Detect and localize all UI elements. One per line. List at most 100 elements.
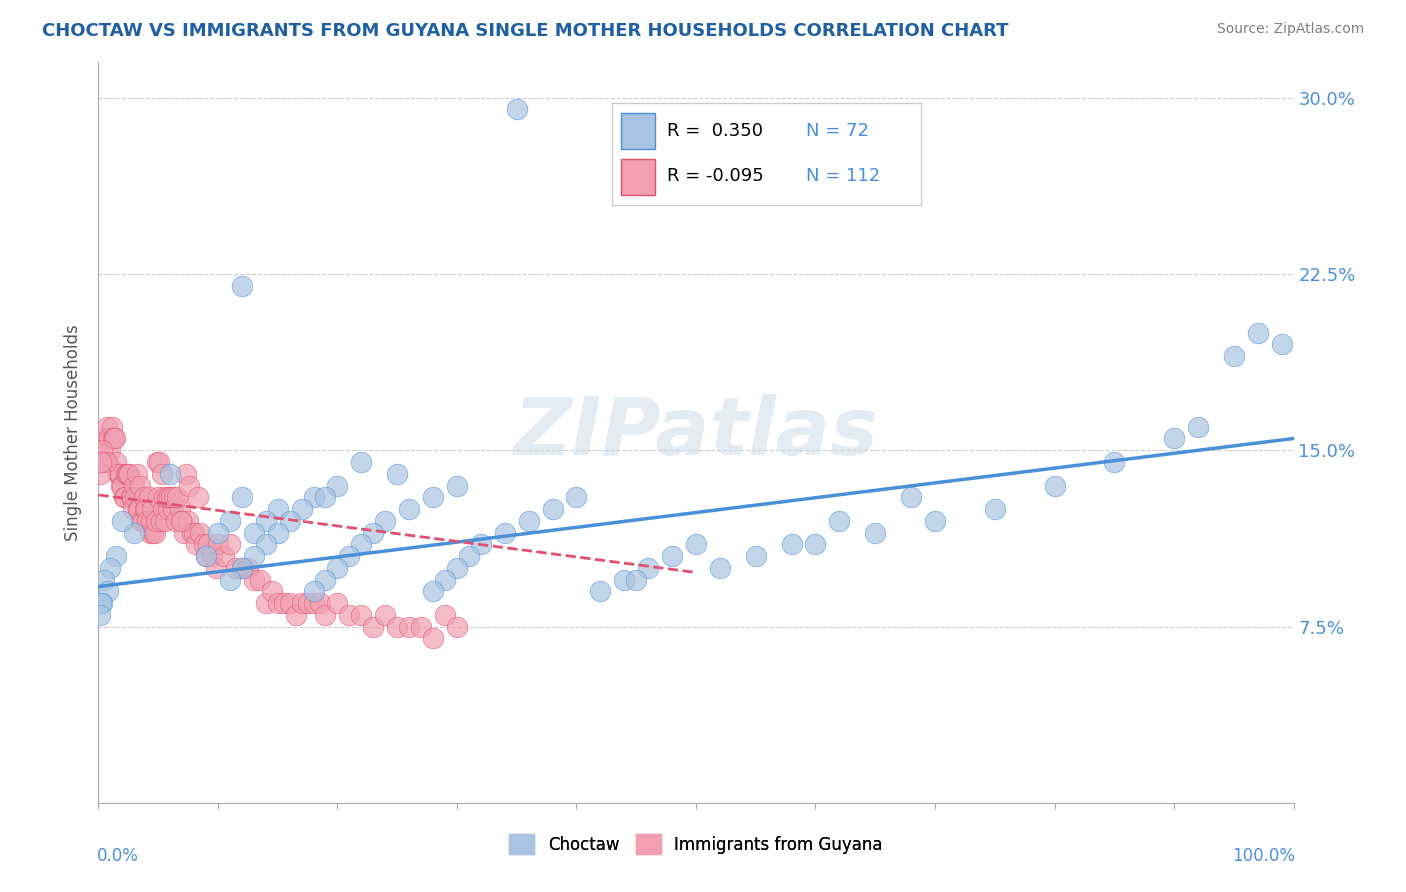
Point: [195, 549, 218, 563]
Point: [156, 502, 179, 516]
Point: [172, 514, 194, 528]
Point: [267, 596, 290, 610]
Point: [278, 596, 301, 610]
Point: [103, 432, 125, 446]
Point: [89, 467, 111, 481]
Point: [124, 478, 146, 492]
Point: [267, 525, 290, 540]
Text: ZIPatlas: ZIPatlas: [513, 393, 879, 472]
Point: [231, 278, 253, 293]
Point: [134, 502, 156, 516]
Point: [385, 619, 409, 633]
Point: [132, 490, 155, 504]
Point: [494, 525, 516, 540]
Point: [225, 561, 247, 575]
Point: [589, 584, 612, 599]
FancyBboxPatch shape: [621, 113, 655, 149]
Point: [422, 490, 444, 504]
Point: [315, 490, 337, 504]
Y-axis label: Single Mother Households: Single Mother Households: [65, 325, 83, 541]
Point: [434, 607, 457, 622]
Point: [98, 443, 122, 458]
Point: [195, 549, 218, 563]
Point: [124, 490, 146, 504]
Point: [385, 467, 409, 481]
Point: [326, 596, 349, 610]
Point: [93, 573, 115, 587]
Point: [159, 490, 181, 504]
Point: [139, 514, 162, 528]
Point: [131, 514, 153, 528]
Point: [374, 514, 396, 528]
Point: [153, 490, 176, 504]
Point: [111, 514, 134, 528]
Point: [219, 573, 242, 587]
Point: [1043, 478, 1066, 492]
Point: [1187, 419, 1209, 434]
Point: [231, 561, 253, 575]
Point: [173, 525, 195, 540]
Point: [363, 619, 385, 633]
Point: [157, 490, 180, 504]
Point: [129, 478, 152, 492]
Point: [1163, 432, 1185, 446]
Point: [661, 549, 683, 563]
Point: [207, 537, 229, 551]
Point: [108, 467, 131, 481]
Text: CHOCTAW VS IMMIGRANTS FROM GUYANA SINGLE MOTHER HOUSEHOLDS CORRELATION CHART: CHOCTAW VS IMMIGRANTS FROM GUYANA SINGLE…: [42, 22, 1008, 40]
Point: [231, 490, 253, 504]
Text: 100.0%: 100.0%: [1232, 847, 1295, 865]
Point: [267, 502, 290, 516]
Point: [254, 537, 277, 551]
Point: [193, 537, 215, 551]
Point: [243, 549, 266, 563]
Point: [135, 502, 157, 516]
Point: [174, 467, 197, 481]
Point: [112, 490, 135, 504]
Point: [91, 596, 114, 610]
Point: [278, 514, 301, 528]
Point: [118, 467, 141, 481]
Point: [212, 549, 235, 563]
Point: [249, 573, 271, 587]
Point: [96, 419, 118, 434]
Point: [204, 561, 226, 575]
Point: [125, 467, 148, 481]
Point: [105, 549, 128, 563]
Point: [506, 103, 529, 117]
Point: [685, 537, 707, 551]
Point: [121, 490, 143, 504]
Point: [219, 537, 242, 551]
Point: [984, 502, 1007, 516]
Point: [284, 607, 307, 622]
Point: [114, 490, 136, 504]
Point: [865, 525, 887, 540]
Point: [166, 490, 188, 504]
Point: [142, 525, 165, 540]
Point: [446, 619, 468, 633]
Point: [626, 573, 648, 587]
Point: [197, 537, 219, 551]
Point: [254, 596, 277, 610]
Point: [1271, 337, 1294, 351]
Point: [143, 525, 166, 540]
Point: [162, 502, 184, 516]
Point: [219, 514, 242, 528]
Point: [111, 478, 134, 492]
Point: [94, 455, 117, 469]
Point: [637, 561, 659, 575]
Text: 0.0%: 0.0%: [97, 847, 139, 865]
Point: [163, 490, 186, 504]
Point: [297, 596, 319, 610]
Point: [100, 419, 122, 434]
Point: [148, 490, 170, 504]
Point: [201, 549, 224, 563]
Point: [139, 525, 162, 540]
Point: [302, 596, 325, 610]
Text: R =  0.350: R = 0.350: [668, 122, 763, 140]
Text: Source: ZipAtlas.com: Source: ZipAtlas.com: [1216, 22, 1364, 37]
Point: [90, 455, 112, 469]
Point: [398, 619, 420, 633]
Point: [243, 525, 266, 540]
Point: [127, 502, 149, 516]
